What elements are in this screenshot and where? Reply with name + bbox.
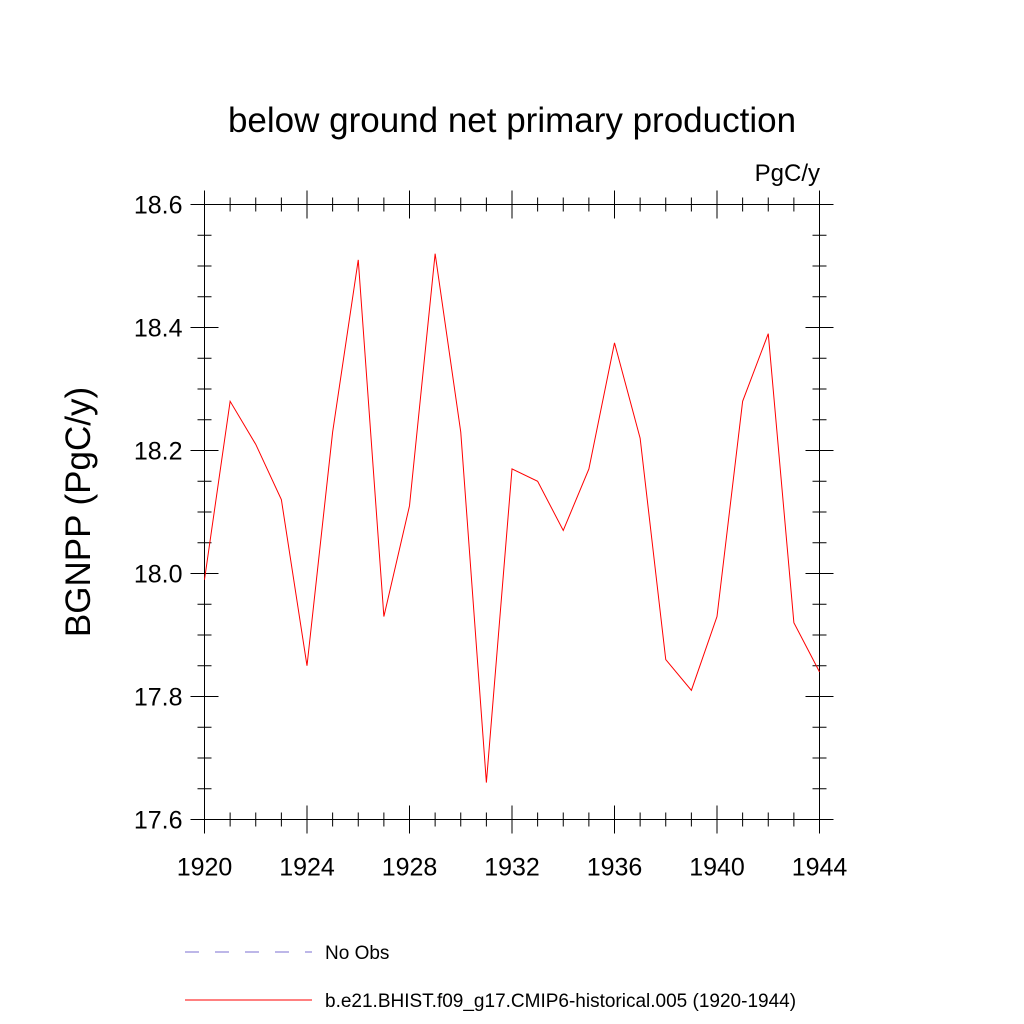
series-line-0 [204, 253, 820, 783]
x-tick-label: 1928 [382, 854, 438, 882]
y-axis-label: BGNPP (PgC/y) [59, 387, 98, 637]
chart-title: below ground net primary production [228, 101, 796, 140]
x-tick-label: 1932 [484, 854, 540, 882]
legend-label-1: b.e21.BHIST.f09_g17.CMIP6-historical.005… [325, 991, 796, 1012]
x-tick-label: 1944 [792, 854, 848, 882]
y-tick-label: 18.2 [134, 438, 183, 466]
y-tick-label: 18.0 [134, 561, 183, 589]
x-tick-label: 1924 [279, 854, 335, 882]
units-label: PgC/y [755, 160, 820, 187]
plot-frame [204, 204, 820, 820]
axis-ticks [190, 190, 834, 834]
legend-label-0: No Obs [325, 943, 389, 964]
y-tick-label: 17.6 [134, 807, 183, 835]
tick-labels: 1920 1924 1928 1932 1936 1940 1944 17.6 17.8 18.0… [134, 192, 848, 882]
legend: No Obs b.e21.BHIST.f09_g17.CMIP6-historic… [185, 943, 796, 1012]
y-tick-label: 18.4 [134, 315, 183, 343]
x-tick-label: 1936 [587, 854, 643, 882]
x-tick-label: 1920 [177, 854, 233, 882]
y-tick-label: 18.6 [134, 192, 183, 220]
y-tick-label: 17.8 [134, 684, 183, 712]
series-layer [204, 253, 820, 783]
x-tick-label: 1940 [689, 854, 745, 882]
